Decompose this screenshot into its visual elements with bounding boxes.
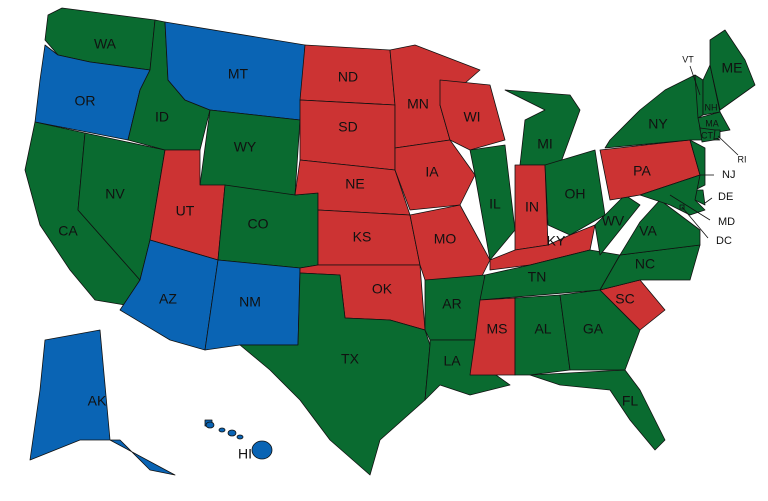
state-mi[interactable] bbox=[504, 89, 581, 166]
state-label-nv: NV bbox=[105, 186, 125, 202]
hawaii-island[interactable] bbox=[205, 421, 215, 429]
hawaii-island[interactable] bbox=[236, 434, 244, 440]
state-label-nc: NC bbox=[635, 256, 655, 272]
state-label-fl: FL bbox=[622, 393, 639, 409]
state-label-or: OR bbox=[75, 93, 96, 109]
state-label-ut: UT bbox=[176, 203, 195, 219]
state-label-la: LA bbox=[443, 353, 461, 369]
state-label-ca: CA bbox=[58, 223, 78, 239]
state-label-ga: GA bbox=[583, 321, 604, 337]
state-label-mi: MI bbox=[537, 136, 553, 152]
state-label-va: VA bbox=[639, 223, 657, 239]
state-va[interactable] bbox=[619, 199, 701, 256]
state-nc[interactable] bbox=[599, 244, 701, 291]
state-label-sc: SC bbox=[615, 291, 634, 307]
state-ri[interactable] bbox=[713, 129, 721, 140]
state-label-mo: MO bbox=[434, 231, 457, 247]
state-label-il: IL bbox=[489, 196, 501, 212]
state-label-nj: NJ bbox=[722, 169, 735, 181]
state-label-sd: SD bbox=[338, 119, 357, 135]
leader-line-ri bbox=[717, 135, 739, 156]
state-label-vt: VT bbox=[682, 54, 694, 64]
state-label-nh: NH bbox=[705, 102, 718, 112]
state-label-id: ID bbox=[155, 109, 169, 125]
state-ma[interactable] bbox=[697, 111, 731, 133]
hawaii-island[interactable] bbox=[251, 440, 273, 460]
state-label-al: AL bbox=[534, 321, 551, 337]
state-label-ak: AK bbox=[88, 393, 107, 409]
state-label-hi: HI bbox=[238, 446, 252, 462]
state-label-ma: MA bbox=[705, 118, 719, 128]
state-label-az: AZ bbox=[159, 291, 177, 307]
state-label-mt: MT bbox=[228, 66, 249, 82]
leader-line-vt bbox=[689, 65, 701, 96]
hawaii-island[interactable] bbox=[218, 427, 226, 433]
leader-line-dc bbox=[681, 206, 709, 239]
state-label-ne: NE bbox=[345, 176, 364, 192]
state-label-in: IN bbox=[525, 199, 539, 215]
state-ms[interactable] bbox=[469, 297, 516, 376]
state-label-tx: TX bbox=[341, 351, 360, 367]
state-label-wa: WA bbox=[94, 36, 117, 52]
state-al[interactable] bbox=[514, 294, 571, 376]
state-ct[interactable] bbox=[699, 127, 716, 143]
hawaii-island[interactable] bbox=[227, 429, 237, 437]
state-il[interactable] bbox=[469, 144, 516, 261]
state-label-dc: DC bbox=[716, 235, 732, 247]
state-me[interactable] bbox=[709, 29, 756, 111]
state-label-ny: NY bbox=[648, 116, 668, 132]
state-label-nm: NM bbox=[239, 294, 261, 310]
state-label-ok: OK bbox=[372, 281, 393, 297]
state-label-ia: IA bbox=[425, 164, 439, 180]
state-label-ks: KS bbox=[353, 229, 372, 245]
state-wv[interactable] bbox=[594, 194, 641, 256]
state-label-de: DE bbox=[718, 191, 733, 203]
leader-line-de bbox=[704, 197, 713, 204]
state-label-ky: KY bbox=[547, 233, 566, 249]
state-ak[interactable] bbox=[29, 329, 176, 476]
state-label-pa: PA bbox=[633, 163, 651, 179]
state-label-md: MD bbox=[718, 216, 735, 228]
state-label-ri: RI bbox=[738, 154, 747, 164]
state-fl[interactable] bbox=[529, 369, 666, 451]
state-oh[interactable] bbox=[544, 149, 606, 236]
state-label-wi: WI bbox=[463, 109, 480, 125]
state-label-ms: MS bbox=[487, 321, 508, 337]
state-label-nd: ND bbox=[338, 69, 358, 85]
state-tx[interactable] bbox=[239, 272, 431, 476]
state-sd[interactable] bbox=[299, 99, 396, 171]
state-label-wv: WV bbox=[602, 213, 625, 229]
state-label-co: CO bbox=[248, 216, 269, 232]
state-label-tn: TN bbox=[528, 269, 547, 285]
state-label-wy: WY bbox=[234, 139, 257, 155]
state-label-me: ME bbox=[722, 60, 743, 76]
leader-line-md bbox=[669, 194, 711, 221]
state-label-ar: AR bbox=[442, 296, 461, 312]
state-label-ct: CT bbox=[701, 130, 713, 140]
state-nj[interactable] bbox=[689, 139, 706, 191]
state-label-mn: MN bbox=[407, 96, 429, 112]
state-label-oh: OH bbox=[565, 186, 586, 202]
